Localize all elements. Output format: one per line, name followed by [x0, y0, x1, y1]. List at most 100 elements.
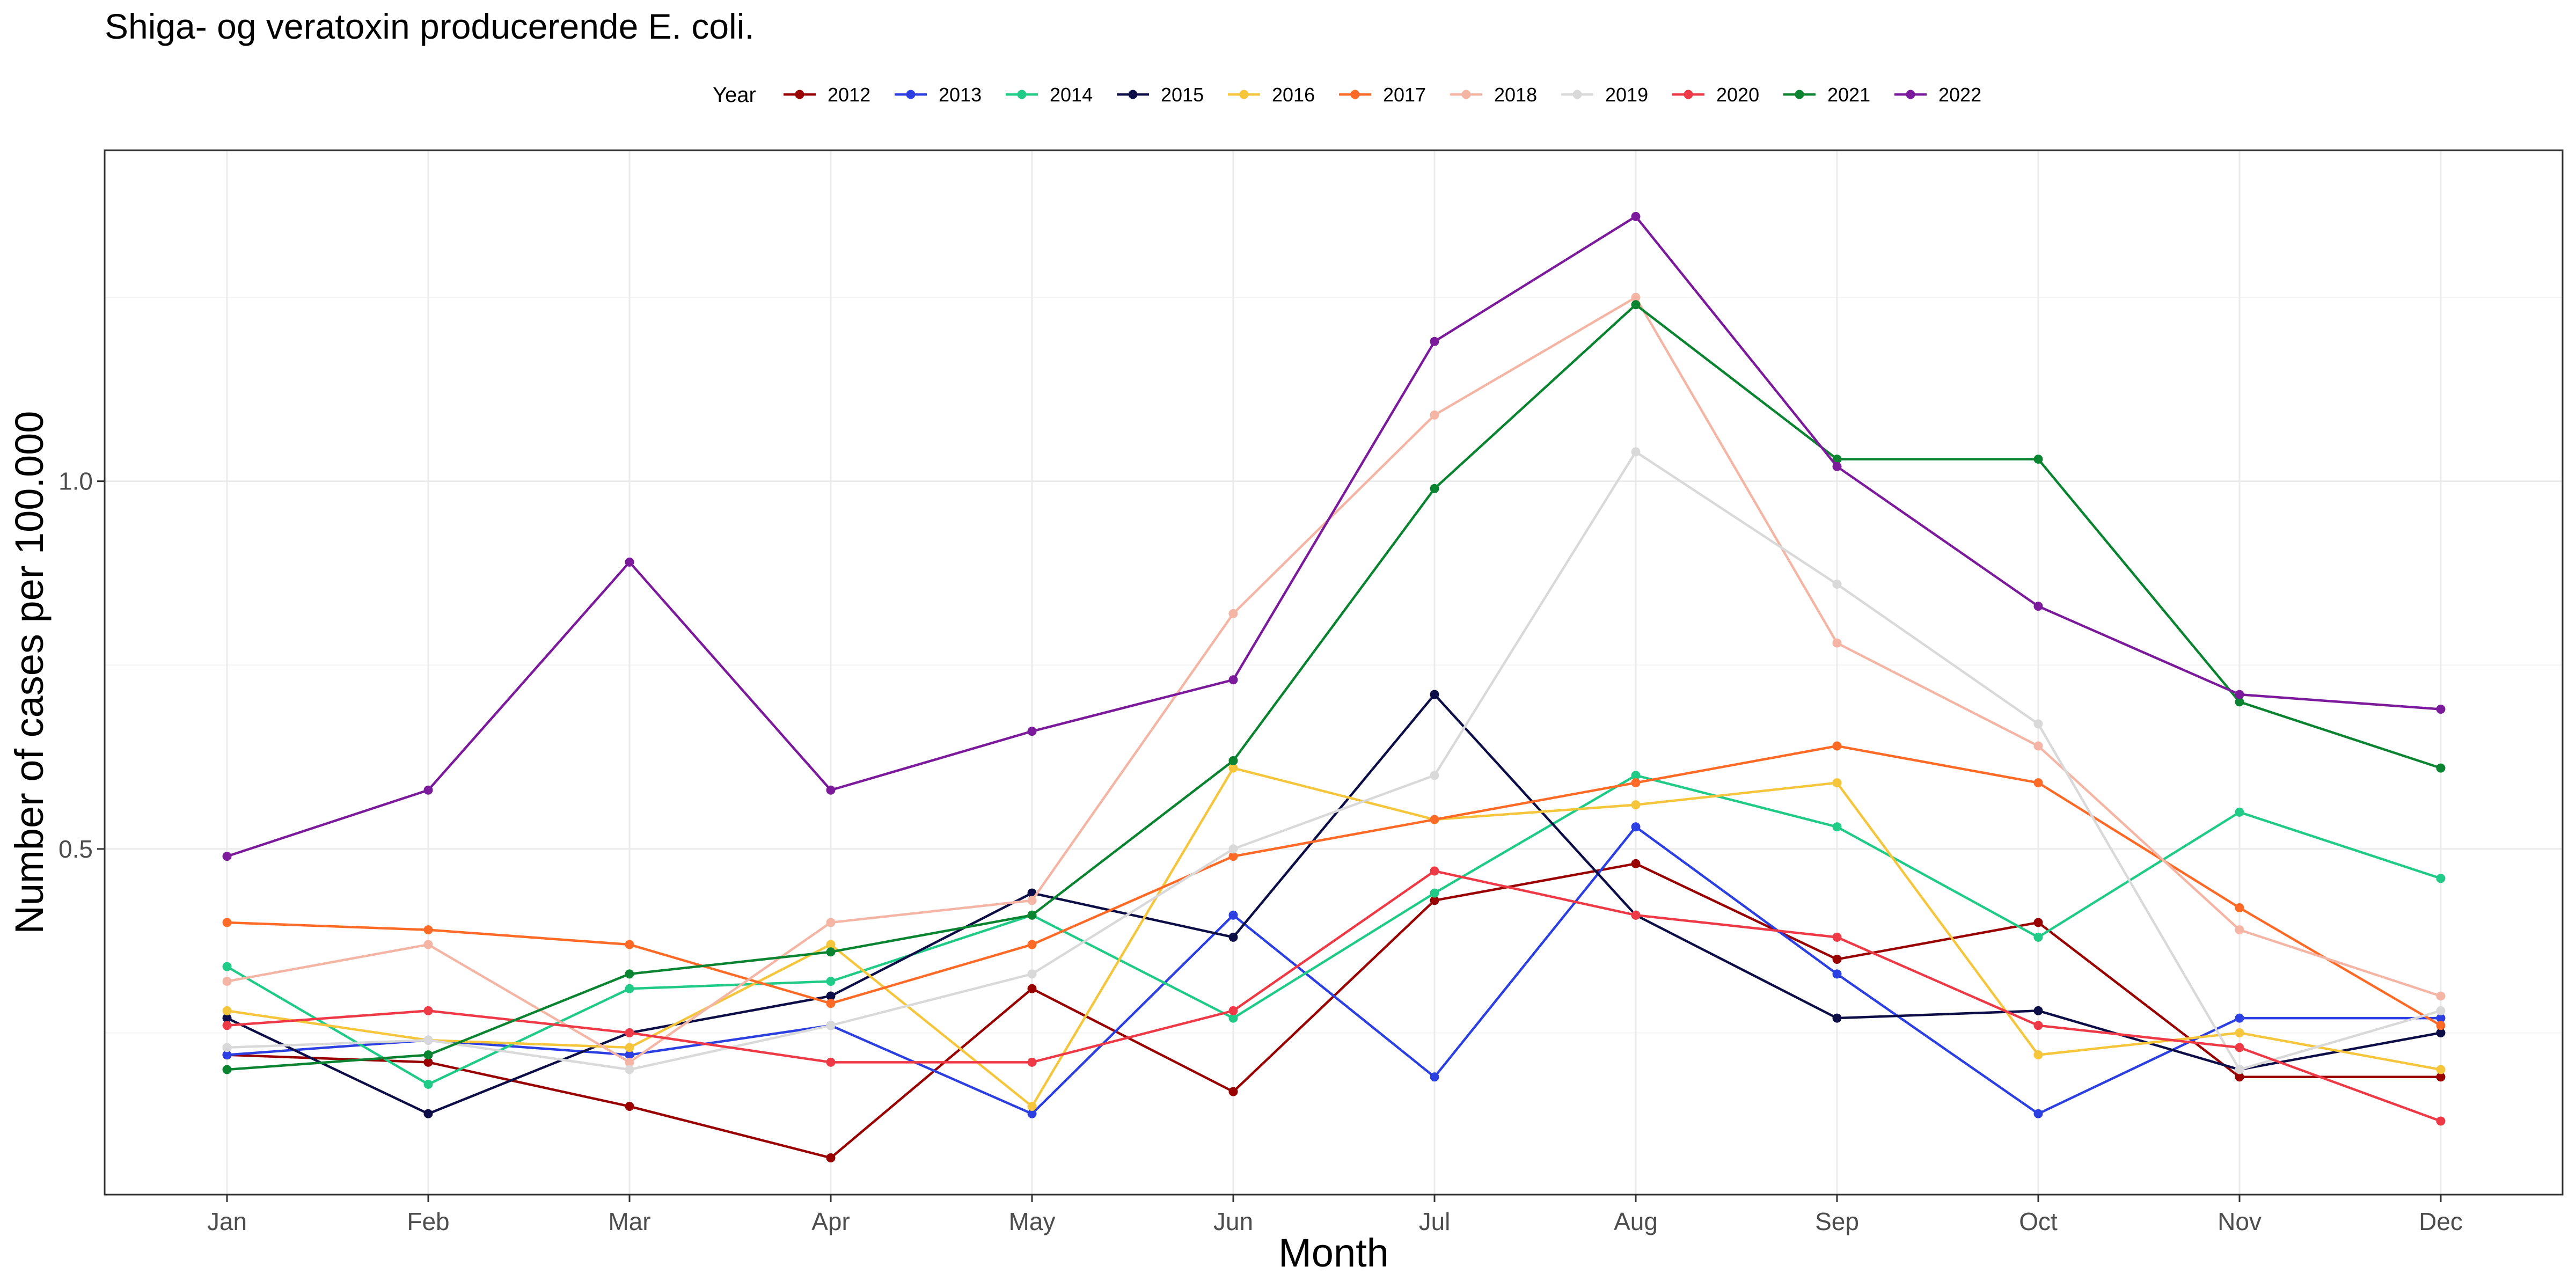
data-point	[2436, 991, 2446, 1001]
x-tick-label: Nov	[2218, 1208, 2262, 1235]
data-point	[826, 999, 836, 1008]
data-point	[1430, 815, 1439, 824]
data-point	[1027, 910, 1037, 920]
data-point	[826, 991, 836, 1001]
data-point	[2033, 719, 2043, 729]
data-point	[625, 1057, 634, 1067]
data-point	[625, 1102, 634, 1111]
data-point	[1631, 778, 1641, 788]
legend-item-2014: 2014	[1006, 84, 1093, 106]
legend-key-point	[1239, 90, 1249, 99]
data-point	[826, 940, 836, 949]
data-point	[2436, 705, 2446, 714]
axes: Jan Feb Mar Apr May Jun Jul Aug Sep Oct Nov Dec 0.5 1…	[58, 467, 2463, 1235]
data-point	[625, 1065, 634, 1074]
legend-key-point	[1350, 90, 1360, 99]
data-point	[1228, 609, 1238, 618]
data-point	[826, 947, 836, 957]
data-point	[1631, 859, 1641, 868]
x-tick-label: Jun	[1213, 1208, 1253, 1235]
legend-item-2022: 2022	[1894, 84, 1981, 106]
legend-item-2016: 2016	[1228, 84, 1315, 106]
series-2018	[222, 292, 2446, 1067]
data-point	[625, 557, 634, 567]
x-tick-label: Aug	[1614, 1208, 1658, 1235]
data-point	[222, 1006, 232, 1015]
data-point	[222, 852, 232, 861]
data-point	[2033, 741, 2043, 751]
data-point	[1832, 741, 1842, 751]
series-line-2021	[226, 303, 2441, 1071]
series-2022	[222, 211, 2446, 861]
legend-key-point	[1461, 90, 1471, 99]
data-point	[423, 925, 433, 935]
series-2013	[222, 822, 2446, 1118]
series-line-2018	[226, 296, 2441, 1064]
data-point	[2436, 1021, 2446, 1030]
data-point	[423, 1035, 433, 1045]
data-point	[423, 1109, 433, 1118]
data-point	[1027, 1057, 1037, 1067]
x-tick-label: May	[1009, 1208, 1056, 1235]
data-point	[2033, 455, 2043, 464]
data-point	[1631, 800, 1641, 810]
data-point	[1631, 910, 1641, 920]
data-point	[1228, 1006, 1238, 1015]
data-point	[1832, 580, 1842, 589]
data-point	[1631, 300, 1641, 310]
data-point	[2436, 1065, 2446, 1074]
data-point	[1228, 675, 1238, 685]
x-tick-label: Oct	[2019, 1208, 2058, 1235]
data-point	[826, 785, 836, 795]
data-point	[1631, 447, 1641, 457]
data-point	[625, 940, 634, 949]
data-point	[222, 962, 232, 971]
legend-key-point	[1906, 90, 1915, 99]
data-point	[1832, 954, 1842, 964]
y-tick-label: 0.5	[58, 835, 93, 863]
data-point	[2033, 1006, 2043, 1015]
data-point	[1430, 410, 1439, 420]
data-point	[2235, 1065, 2244, 1074]
legend-key-point	[1017, 90, 1027, 99]
legend-label: 2016	[1272, 84, 1315, 106]
series-2021	[222, 300, 2446, 1074]
legend-item-2012: 2012	[784, 84, 870, 106]
data-point	[1832, 969, 1842, 979]
legend-item-2019: 2019	[1561, 84, 1648, 106]
series-line-2019	[226, 450, 2441, 1071]
data-point	[1228, 910, 1238, 920]
data-point	[222, 918, 232, 927]
legend-label: 2021	[1827, 84, 1870, 106]
data-point	[2436, 874, 2446, 883]
data-point	[1832, 822, 1842, 832]
data-point	[1832, 462, 1842, 471]
series-line-2013	[226, 825, 2441, 1115]
data-point	[1430, 336, 1439, 346]
series-2017	[222, 741, 2446, 1030]
x-tick-label: Jan	[207, 1208, 247, 1235]
data-point	[826, 918, 836, 927]
data-point	[1430, 484, 1439, 493]
data-point	[2235, 1043, 2244, 1052]
data-point	[1228, 844, 1238, 854]
data-point	[1027, 969, 1037, 979]
data-point	[2235, 903, 2244, 913]
data-point	[222, 1065, 232, 1074]
data-point	[222, 977, 232, 986]
x-tick-label: Sep	[1815, 1208, 1859, 1235]
series-line-2020	[226, 869, 2441, 1123]
x-tick-label: Apr	[811, 1208, 850, 1235]
data-point	[2436, 1013, 2446, 1023]
data-point	[1631, 292, 1641, 302]
legend-item-2018: 2018	[1450, 84, 1537, 106]
chart-title: Shiga- og veratoxin producerende E. coli…	[105, 6, 755, 46]
x-tick-label: Feb	[407, 1208, 449, 1235]
series-2015	[222, 690, 2446, 1118]
data-point	[1430, 888, 1439, 898]
data-point	[625, 984, 634, 993]
data-point	[1228, 756, 1238, 765]
data-point	[2033, 918, 2043, 927]
series-line-2017	[226, 744, 2442, 1027]
x-tick-label: Dec	[2419, 1208, 2463, 1235]
